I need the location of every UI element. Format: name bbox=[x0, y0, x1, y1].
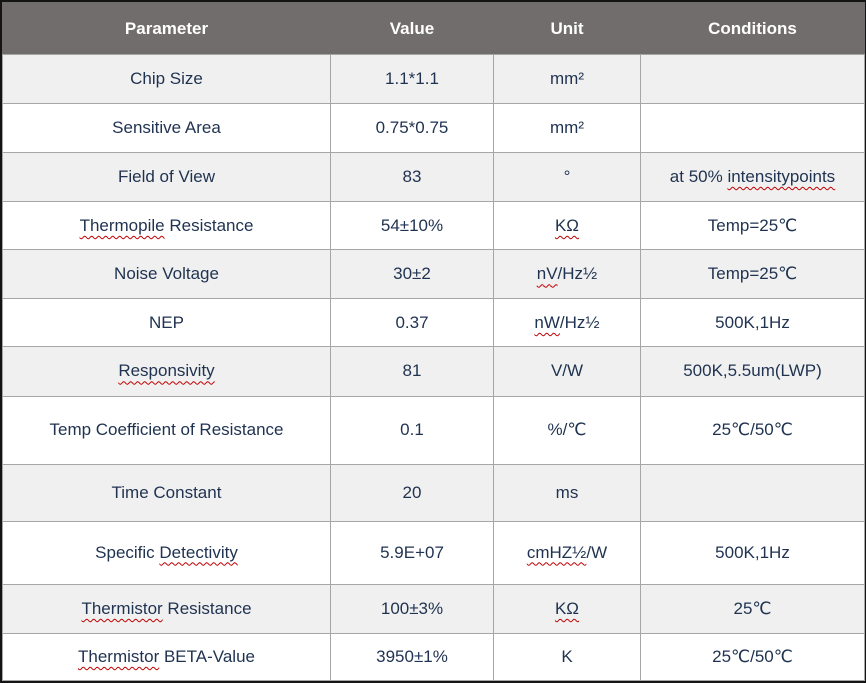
cell-parameter: Chip Size bbox=[2, 53, 331, 105]
table-row: Sensitive Area 0.75*0.75 mm² bbox=[2, 103, 865, 154]
misspelled-word: intensitypoints bbox=[727, 167, 836, 187]
cell-value: 3950±1% bbox=[330, 632, 494, 682]
table-row: Field of View 83 ° at 50% intensitypoints bbox=[2, 152, 865, 203]
misspelled-word: Thermopile bbox=[79, 215, 165, 235]
cell-parameter: Specific Detectivity bbox=[2, 520, 331, 585]
cell-parameter: Thermistor Resistance bbox=[2, 583, 331, 634]
cell-conditions bbox=[640, 103, 865, 154]
cell-unit: mm² bbox=[493, 103, 641, 154]
cell-value: 30±2 bbox=[330, 249, 494, 300]
cell-unit: ° bbox=[493, 152, 641, 203]
misspelled-word: KΩ bbox=[554, 215, 580, 235]
table-row: Specific Detectivity 5.9E+07 cmHZ½/W 500K,1… bbox=[2, 520, 865, 585]
cell-conditions bbox=[640, 53, 865, 105]
cell-parameter: Thermopile Resistance bbox=[2, 201, 331, 251]
cell-conditions bbox=[640, 463, 865, 522]
cell-conditions: 500K,1Hz bbox=[640, 520, 865, 585]
table-header: Parameter Value Unit Conditions bbox=[2, 2, 865, 55]
cell-conditions: 500K,1Hz bbox=[640, 298, 865, 348]
column-header-parameter: Parameter bbox=[2, 2, 331, 55]
misspelled-word: Detectivity bbox=[159, 542, 238, 562]
misspelled-word: KΩ bbox=[554, 598, 580, 618]
cell-parameter: Sensitive Area bbox=[2, 103, 331, 154]
table-row: Temp Coefficient of Resistance 0.1 %/℃ 25℃/… bbox=[2, 395, 865, 465]
table-row: Responsivity 81 V/W 500K,5.5um(LWP) bbox=[2, 346, 865, 397]
cell-value: 81 bbox=[330, 346, 494, 397]
table-row: Thermistor Resistance 100±3% KΩ 25℃ bbox=[2, 583, 865, 634]
table-row: Chip Size 1.1*1.1 mm² bbox=[2, 53, 865, 105]
cell-conditions: 500K,5.5um(LWP) bbox=[640, 346, 865, 397]
cell-unit: mm² bbox=[493, 53, 641, 105]
header-row: Parameter Value Unit Conditions bbox=[2, 2, 865, 55]
table-body: Chip Size 1.1*1.1 mm² Sensitive Area 0.75*0.… bbox=[2, 53, 865, 682]
table-row: NEP 0.37 nW/Hz½ 500K,1Hz bbox=[2, 298, 865, 348]
cell-unit: V/W bbox=[493, 346, 641, 397]
cell-conditions: 25℃/50℃ bbox=[640, 395, 865, 465]
column-header-conditions: Conditions bbox=[640, 2, 865, 55]
cell-parameter: NEP bbox=[2, 298, 331, 348]
column-header-unit: Unit bbox=[493, 2, 641, 55]
cell-parameter: Temp Coefficient of Resistance bbox=[2, 395, 331, 465]
misspelled-word: Thermistor bbox=[78, 646, 160, 666]
cell-conditions: 25℃/50℃ bbox=[640, 632, 865, 682]
cell-unit: K bbox=[493, 632, 641, 682]
misspelled-word: cmHZ½ bbox=[526, 542, 587, 562]
cell-value: 83 bbox=[330, 152, 494, 203]
cell-unit: KΩ bbox=[493, 583, 641, 634]
cell-value: 1.1*1.1 bbox=[330, 53, 494, 105]
cell-value: 0.75*0.75 bbox=[330, 103, 494, 154]
misspelled-word: nV bbox=[536, 264, 558, 284]
cell-parameter: Time Constant bbox=[2, 463, 331, 522]
cell-conditions: Temp=25℃ bbox=[640, 201, 865, 251]
cell-parameter: Responsivity bbox=[2, 346, 331, 397]
cell-unit: %/℃ bbox=[493, 395, 641, 465]
cell-unit: nV/Hz½ bbox=[493, 249, 641, 300]
cell-value: 0.37 bbox=[330, 298, 494, 348]
table-row: Time Constant 20 ms bbox=[2, 463, 865, 522]
cell-parameter: Noise Voltage bbox=[2, 249, 331, 300]
cell-unit: KΩ bbox=[493, 201, 641, 251]
misspelled-word: Responsivity bbox=[118, 361, 215, 381]
table-row: Noise Voltage 30±2 nV/Hz½ Temp=25℃ bbox=[2, 249, 865, 300]
cell-value: 20 bbox=[330, 463, 494, 522]
cell-conditions: at 50% intensitypoints bbox=[640, 152, 865, 203]
table-row: Thermopile Resistance 54±10% KΩ Temp=25℃ bbox=[2, 201, 865, 251]
cell-parameter: Field of View bbox=[2, 152, 331, 203]
table-row: Thermistor BETA-Value 3950±1% K 25℃/50℃ bbox=[2, 632, 865, 682]
cell-value: 100±3% bbox=[330, 583, 494, 634]
cell-value: 54±10% bbox=[330, 201, 494, 251]
cell-unit: ms bbox=[493, 463, 641, 522]
cell-unit: cmHZ½/W bbox=[493, 520, 641, 585]
misspelled-word: Thermistor bbox=[81, 598, 163, 618]
cell-value: 5.9E+07 bbox=[330, 520, 494, 585]
cell-conditions: 25℃ bbox=[640, 583, 865, 634]
cell-unit: nW/Hz½ bbox=[493, 298, 641, 348]
cell-conditions: Temp=25℃ bbox=[640, 249, 865, 300]
misspelled-word: nW bbox=[534, 312, 560, 332]
column-header-value: Value bbox=[330, 2, 494, 55]
cell-parameter: Thermistor BETA-Value bbox=[2, 632, 331, 682]
cell-value: 0.1 bbox=[330, 395, 494, 465]
